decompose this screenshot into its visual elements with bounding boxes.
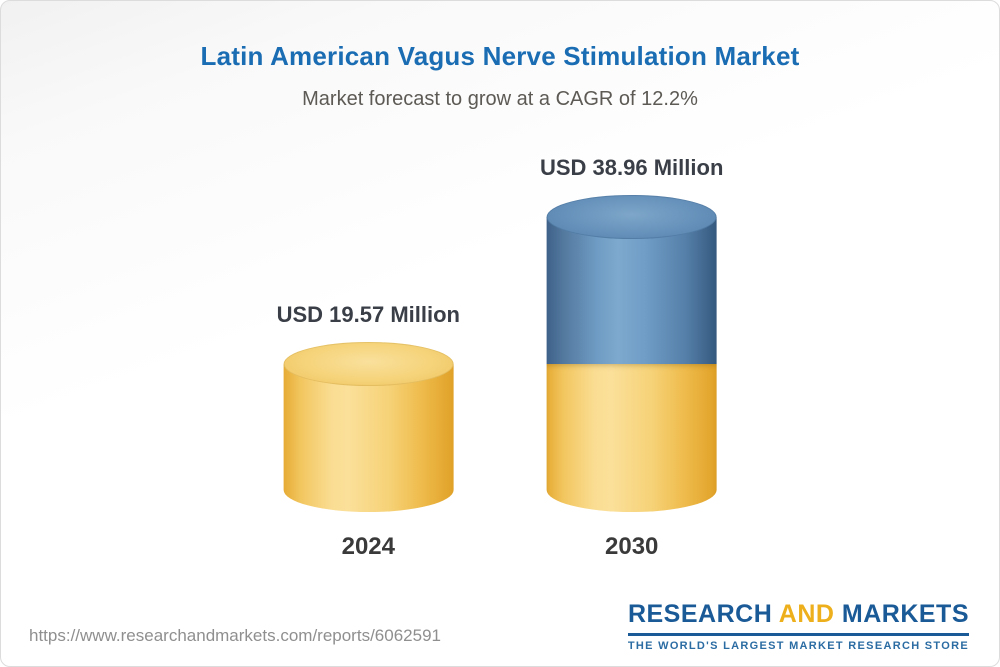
year-label-2030: 2030 <box>605 533 659 560</box>
report-url: https://www.researchandmarkets.com/repor… <box>29 626 441 645</box>
logo-wordmark: RESEARCH AND MARKETS <box>628 600 969 629</box>
cylinder-2024 <box>283 342 454 512</box>
cylinder-2030 <box>546 195 717 512</box>
segment-2024-base <box>283 364 454 512</box>
segment-2030-growth <box>546 217 717 364</box>
value-label-2024: USD 19.57 Million <box>276 302 460 327</box>
bar-group-2024: USD 19.57 Million 2024 <box>277 302 460 561</box>
header: Latin American Vagus Nerve Stimulation M… <box>1 1 999 111</box>
bar-group-2030: USD 38.96 Million 2030 <box>540 155 723 561</box>
value-label-2030: USD 38.96 Million <box>540 155 724 180</box>
logo-tagline: THE WORLD'S LARGEST MARKET RESEARCH STOR… <box>627 640 969 652</box>
year-label-2024: 2024 <box>341 533 395 560</box>
logo-word-markets: MARKETS <box>841 600 969 628</box>
chart-subtitle: Market forecast to grow at a CAGR of 12.… <box>302 88 698 110</box>
bar-chart: USD 19.57 Million 2024 USD 38.96 Million… <box>277 155 724 561</box>
logo-divider-bar <box>627 633 969 636</box>
logo-word-and: AND <box>772 600 842 628</box>
chart-title: Latin American Vagus Nerve Stimulation M… <box>200 41 800 71</box>
research-and-markets-logo: RESEARCH AND MARKETS THE WORLD'S LARGEST… <box>627 600 969 652</box>
logo-word-research: RESEARCH <box>627 600 773 628</box>
cylinder-top-2024 <box>283 342 454 386</box>
segment-2030-base <box>546 364 717 512</box>
cylinder-top-2030 <box>546 195 717 239</box>
